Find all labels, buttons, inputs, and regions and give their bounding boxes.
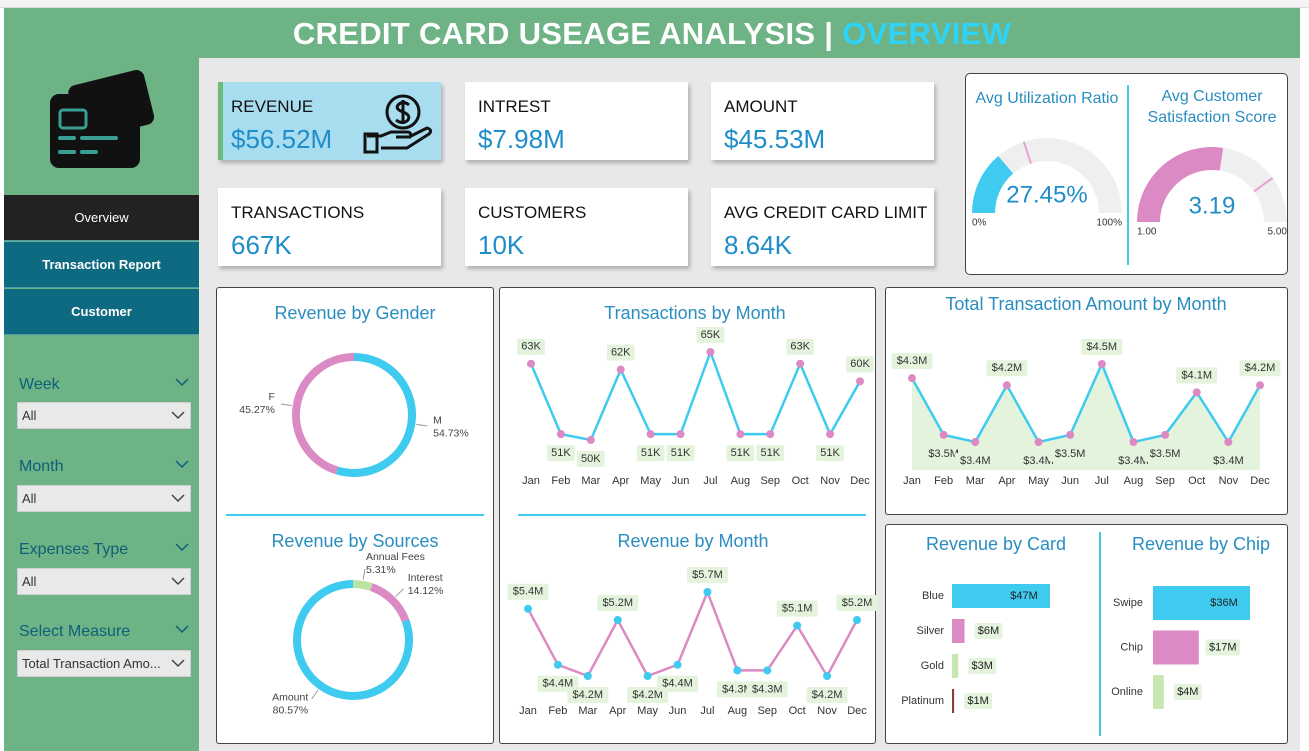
kpi-label: CUSTOMERS: [478, 203, 587, 222]
amount-panel: [885, 287, 1288, 515]
chart-title: Revenue by Gender: [274, 303, 436, 323]
header-highlight: OVERVIEW: [842, 16, 1012, 51]
revenue-icon: [363, 94, 433, 154]
kpi-card: INTREST $7.98M: [465, 82, 688, 160]
chart-title: Avg Utilization Ratio: [975, 90, 1119, 107]
nav-button[interactable]: Transaction Report: [4, 242, 199, 288]
nav-button[interactable]: Overview: [4, 195, 199, 241]
kpi-card: TRANSACTIONS 667K: [218, 188, 441, 266]
chart-title: Transactions by Month: [604, 303, 786, 323]
kpi-value: $7.98M: [478, 124, 565, 154]
kpi-value: $45.53M: [724, 124, 826, 154]
filter-label: Select Measure: [19, 623, 131, 640]
kpi-label: AVG CREDIT CARD LIMIT: [724, 203, 928, 222]
ribbon-strip: [0, 0, 1309, 8]
kpi-card: AMOUNT $45.53M: [711, 82, 934, 160]
donut-panel: [216, 287, 494, 744]
filter-chevrons: [171, 378, 189, 668]
kpi-value: 10K: [478, 230, 525, 260]
filter-dropdown[interactable]: All: [17, 568, 191, 595]
chart-title: Revenue by Sources: [271, 531, 439, 551]
bar-panel: [885, 524, 1288, 744]
filter-dropdown[interactable]: All: [17, 485, 191, 512]
kpi-label: AMOUNT: [724, 97, 798, 116]
filter-dropdown[interactable]: Total Transaction Amo...: [17, 650, 191, 677]
month-panel: [499, 287, 876, 744]
filter-label: Week: [19, 376, 60, 393]
kpi-label: INTREST: [478, 97, 551, 116]
filter-dropdown[interactable]: All: [17, 402, 191, 429]
kpi-card: AVG CREDIT CARD LIMIT 8.64K: [711, 188, 934, 266]
kpi-card: CUSTOMERS 10K: [465, 188, 688, 266]
header-title: CREDIT CARD USEAGE ANALYSIS |: [292, 16, 834, 51]
chart-title: Revenue by Chip: [1131, 534, 1271, 554]
chart-title: Revenue by Month: [617, 531, 769, 551]
kpi-value: $56.52M: [231, 124, 333, 154]
kpi-value: 8.64K: [724, 230, 792, 260]
kpi-label: REVENUE: [231, 97, 314, 116]
kpi-label: TRANSACTIONS: [231, 203, 365, 222]
chart-title: Revenue by Card: [925, 534, 1067, 554]
header: CREDIT CARD USEAGE ANALYSIS | OVERVIEW: [4, 8, 1300, 58]
logo-icon: [50, 70, 155, 168]
chart-title: Avg Customer Satisfaction Score: [1147, 88, 1277, 126]
nav-button[interactable]: Customer: [4, 289, 199, 335]
kpi-value: 667K: [231, 230, 292, 260]
filter-label: Month: [19, 458, 64, 475]
chart-title: Total Transaction Amount by Month: [945, 294, 1227, 314]
kpi-card: REVENUE $56.52M: [218, 82, 441, 160]
filter-label: Expenses Type: [19, 541, 129, 558]
